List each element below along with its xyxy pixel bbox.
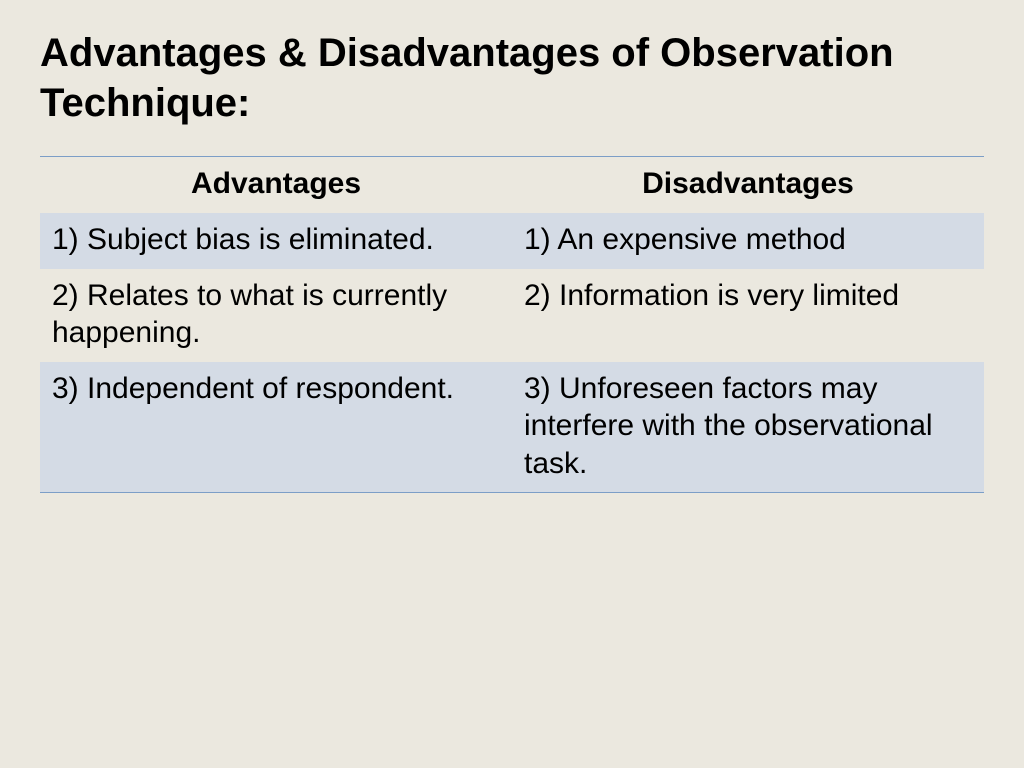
column-header-disadvantages: Disadvantages — [512, 157, 984, 213]
cell-disadvantage: 1) An expensive method — [512, 213, 984, 269]
table-row: 2) Relates to what is currently happenin… — [40, 269, 984, 362]
cell-advantage: 2) Relates to what is currently happenin… — [40, 269, 512, 362]
cell-advantage: 1) Subject bias is eliminated. — [40, 213, 512, 269]
comparison-table: Advantages Disadvantages 1) Subject bias… — [40, 156, 984, 493]
table-header-row: Advantages Disadvantages — [40, 157, 984, 213]
cell-disadvantage: 2) Information is very limited — [512, 269, 984, 362]
page-title: Advantages & Disadvantages of Observatio… — [40, 28, 984, 128]
cell-disadvantage: 3) Unforeseen factors may interfere with… — [512, 362, 984, 493]
column-header-advantages: Advantages — [40, 157, 512, 213]
table-row: 1) Subject bias is eliminated. 1) An exp… — [40, 213, 984, 269]
table-row: 3) Independent of respondent. 3) Unfores… — [40, 362, 984, 493]
cell-advantage: 3) Independent of respondent. — [40, 362, 512, 493]
